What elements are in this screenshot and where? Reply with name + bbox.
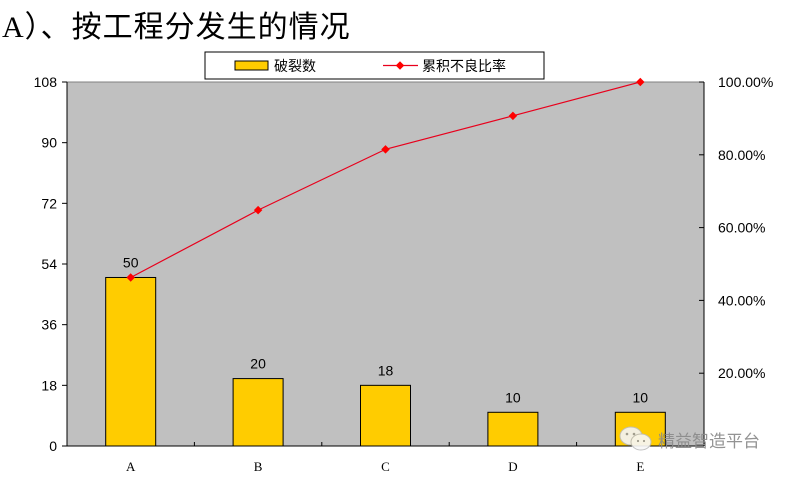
y-tick-label: 36 <box>41 317 57 333</box>
x-tick-label: A <box>126 459 136 474</box>
wechat-icon <box>619 426 652 451</box>
y-tick-label: 72 <box>41 195 57 211</box>
x-tick-label: B <box>254 459 263 474</box>
bar-value-label: 20 <box>250 356 266 372</box>
watermark: 精益智造平台 <box>618 425 760 453</box>
y-tick-label: 54 <box>41 256 57 272</box>
legend-line-label: 累积不良比率 <box>422 58 506 75</box>
y2-tick-label: 40.00% <box>718 292 765 308</box>
y-tick-label: 18 <box>41 377 57 393</box>
bar-value-label: 18 <box>378 362 394 378</box>
y2-tick-label: 80.00% <box>718 147 765 163</box>
y-axis-left: 0 18 36 54 72 90 108 <box>34 74 67 454</box>
y2-tick-label: 100.00% <box>718 74 773 90</box>
legend-bar-label: 破裂数 <box>274 59 316 75</box>
y-axis-right: 20.00% 40.00% 60.00% 80.00% 100.00% <box>699 74 773 447</box>
bar-A <box>105 276 157 447</box>
y2-tick-label: 20.00% <box>718 365 765 381</box>
y-tick-label: 90 <box>41 135 57 151</box>
line-marker <box>381 145 390 154</box>
bar-value-label: 10 <box>633 389 649 405</box>
legend-line-marker-icon <box>395 61 405 70</box>
y-tick-label: 108 <box>34 74 58 90</box>
bar-B <box>232 378 284 447</box>
y2-tick-label: 60.00% <box>718 220 765 236</box>
bar-value-label: 10 <box>505 389 521 405</box>
line-marker <box>253 205 263 215</box>
x-axis: A B C D E <box>126 442 644 474</box>
x-tick-label: C <box>381 459 390 474</box>
y-tick-label: 0 <box>49 438 57 454</box>
bar-series: 50 20 18 10 10 <box>105 254 666 447</box>
line-marker <box>508 111 518 121</box>
bar-D <box>487 411 539 447</box>
x-tick-label: D <box>508 459 517 474</box>
line-marker <box>126 273 135 282</box>
bar-value-label: 50 <box>123 254 139 270</box>
legend: 破裂数 累积不良比率 <box>204 51 545 80</box>
x-tick-label: E <box>636 459 644 474</box>
bar-C <box>360 384 411 447</box>
legend-bar-swatch <box>234 60 269 71</box>
watermark-text: 精益智造平台 <box>658 431 760 452</box>
cumulative-line-series <box>126 77 645 282</box>
page-title: A）、按工程分发生的情况 <box>2 11 351 44</box>
